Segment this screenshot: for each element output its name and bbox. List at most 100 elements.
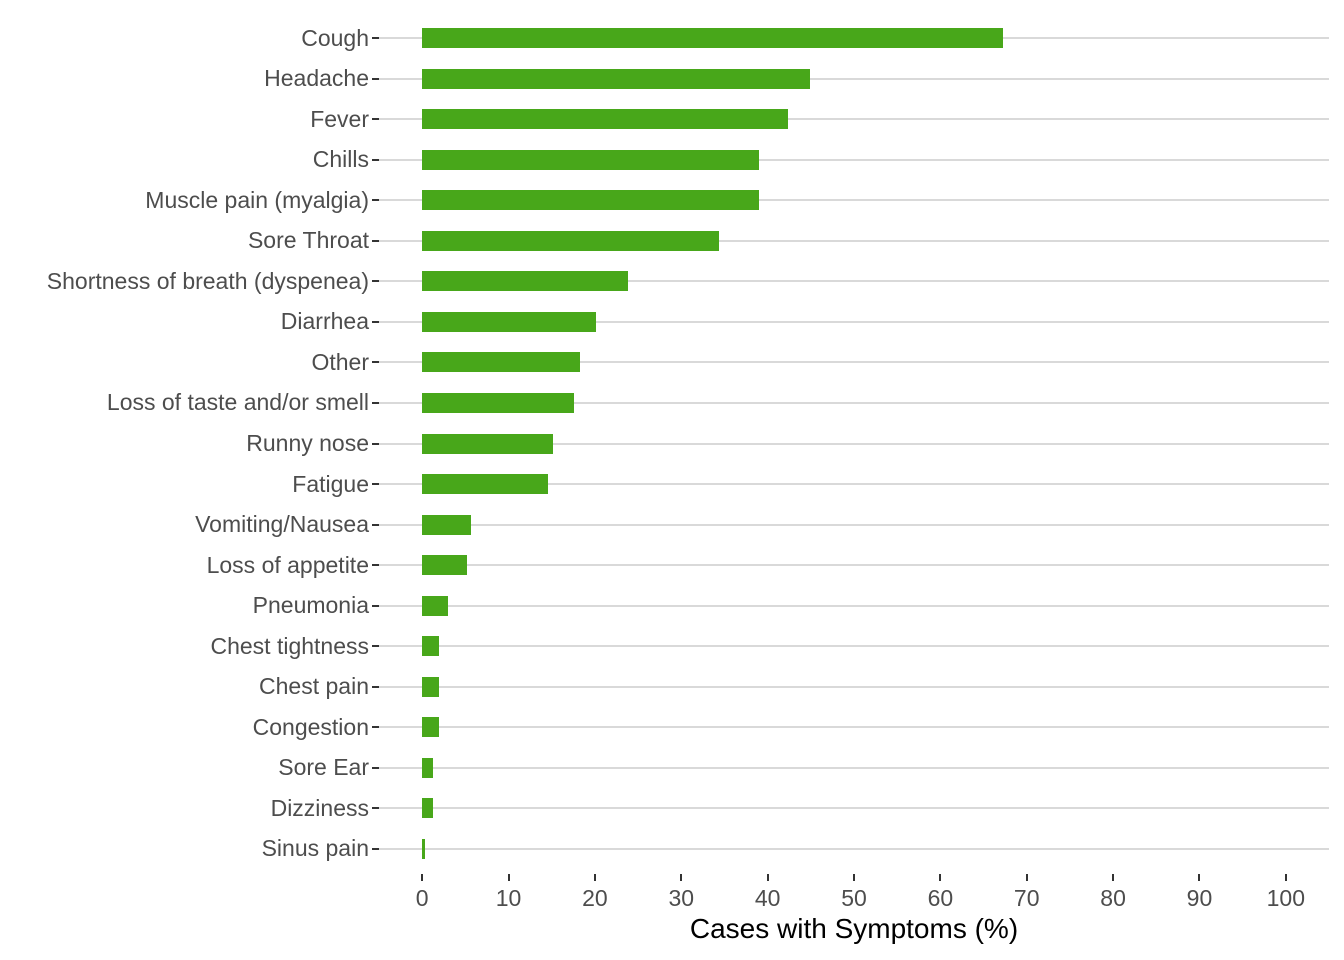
x-axis-tick-label: 30 [668,885,695,911]
x-axis-tick-label: 40 [754,885,781,911]
y-axis-label: Vomiting/Nausea [195,511,369,538]
y-axis-label: Fever [310,105,369,132]
x-axis-tick-label: 60 [927,885,954,911]
gridline [379,280,1329,283]
x-axis-tick [939,874,942,881]
bar [422,757,433,778]
gridline [379,483,1329,486]
y-axis-label: Congestion [252,713,369,740]
x-axis-tick [853,874,855,881]
y-axis-tick [372,847,379,850]
gridline [379,77,1329,80]
gridline [379,523,1329,526]
bar [422,28,1003,49]
gridline [379,847,1329,850]
x-axis-tick [1112,874,1115,881]
gridline [379,401,1329,404]
y-axis-label: Chest pain [259,673,369,700]
bar [422,798,433,819]
bar [422,271,628,292]
bar [422,190,759,211]
y-axis-tick [372,523,379,526]
x-axis-tick [593,874,596,881]
y-axis-label: Headache [264,65,369,92]
y-axis-tick [372,280,379,283]
y-axis-tick [372,361,379,364]
gridline [379,645,1329,648]
y-axis-tick [372,118,379,121]
y-axis-label: Other [311,348,369,375]
y-axis-tick [372,442,379,445]
gridline [379,604,1329,607]
x-axis-tick [421,874,424,881]
x-axis-tick [1198,874,1201,881]
bar [422,717,439,738]
gridline [379,564,1329,567]
y-axis-label: Loss of taste and/or smell [106,389,369,416]
bar [422,676,439,697]
x-axis-title: Cases with Symptoms (%) [689,913,1019,944]
y-axis-tick [372,401,379,404]
bar [422,474,549,495]
y-axis-tick [372,726,379,729]
y-axis-label: Fatigue [292,470,369,497]
bar [422,230,720,251]
x-axis-tick-label: 20 [582,885,608,911]
x-axis-tick-label: 50 [841,885,867,911]
gridline [379,361,1329,364]
y-axis-tick [372,604,379,607]
x-axis-tick [766,874,769,881]
y-axis-tick [372,37,379,40]
gridline [379,158,1329,161]
y-axis-label: Chest tightness [210,632,369,659]
y-axis-tick [372,766,379,769]
y-axis-tick [372,158,379,161]
x-axis-tick [1284,874,1287,881]
gridline [379,320,1329,323]
x-axis-tick-label: 100 [1266,885,1305,911]
x-axis-tick [1025,874,1028,881]
gridline [379,442,1329,445]
bar [422,392,575,413]
gridline [379,118,1329,121]
y-axis-tick [372,645,379,648]
y-axis-tick [372,320,379,323]
y-axis-label: Shortness of breath (dyspenea) [46,267,369,294]
bar [422,109,789,130]
y-axis-tick [372,199,379,202]
y-axis-label: Pneumonia [252,592,369,619]
bar [422,838,425,859]
y-axis-tick [372,807,379,810]
y-axis-label: Dizziness [270,794,369,821]
bar [422,514,471,535]
x-axis-tick-label: 80 [1100,885,1126,911]
gridline [379,199,1329,202]
bar [422,352,581,373]
y-axis-label: Chills [312,146,369,173]
x-axis-tick-label: 0 [415,885,429,911]
y-axis-label: Diarrhea [280,308,369,335]
x-axis-tick-label: 70 [1013,885,1040,911]
y-axis-tick [372,483,379,486]
y-axis-label: Runny nose [246,430,369,456]
y-axis-label: Sore Throat [247,227,369,254]
gridline [379,239,1329,242]
gridline [379,726,1329,729]
gridline [379,807,1329,810]
bar [422,149,759,170]
x-axis-tick [507,874,510,881]
gridline [379,685,1329,688]
bar [422,68,810,89]
bar [422,311,596,332]
bar [422,636,439,657]
y-axis-label: Loss of appetite [206,551,369,578]
x-axis-tick-label: 10 [495,885,522,911]
x-axis-tick [680,874,683,881]
y-axis-label: Cough [301,24,369,51]
y-axis-tick [372,77,379,80]
y-axis-tick [372,685,379,688]
y-axis-tick [372,564,379,567]
y-axis-label: Sinus pain [261,835,369,862]
x-axis-tick-label: 90 [1186,885,1213,911]
